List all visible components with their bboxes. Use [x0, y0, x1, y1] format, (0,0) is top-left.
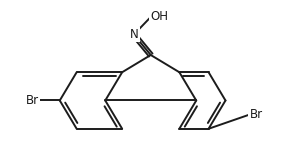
Text: Br: Br	[26, 94, 39, 107]
Text: OH: OH	[151, 11, 169, 23]
Text: Br: Br	[250, 108, 263, 121]
Text: N: N	[130, 28, 138, 41]
